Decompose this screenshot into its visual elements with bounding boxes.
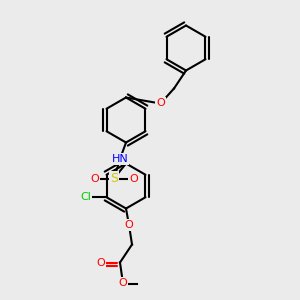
Text: O: O	[156, 98, 165, 109]
Text: S: S	[110, 172, 118, 185]
Text: HN: HN	[112, 154, 128, 164]
Text: O: O	[118, 278, 127, 289]
Text: O: O	[96, 257, 105, 268]
Text: O: O	[124, 220, 134, 230]
Text: O: O	[129, 173, 138, 184]
Text: Cl: Cl	[80, 192, 91, 202]
Text: O: O	[90, 173, 99, 184]
